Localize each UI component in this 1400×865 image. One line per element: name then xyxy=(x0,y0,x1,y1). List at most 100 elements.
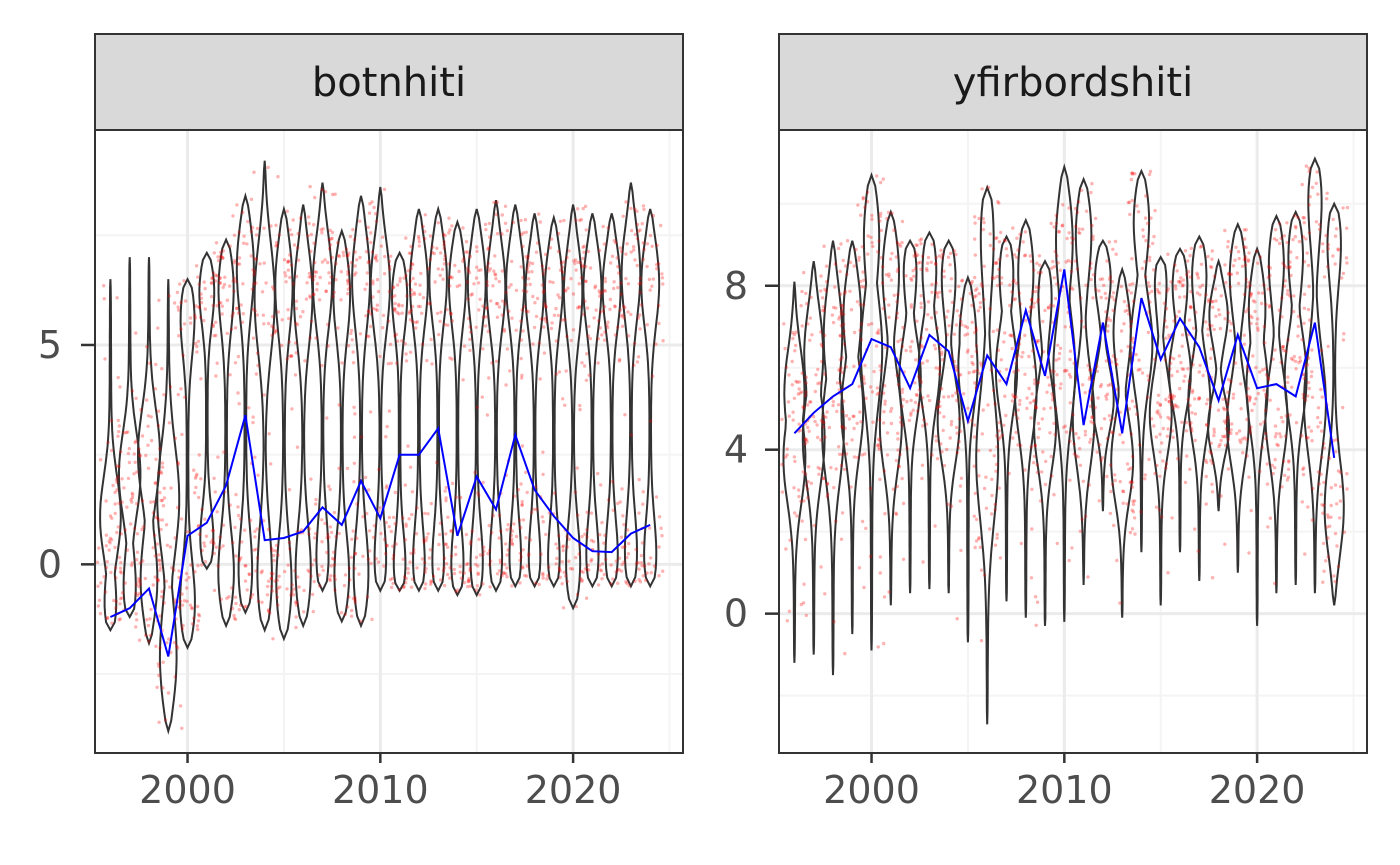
data-point xyxy=(649,419,653,423)
data-point xyxy=(1106,383,1111,388)
data-point xyxy=(408,560,412,564)
data-point xyxy=(164,523,169,527)
data-point xyxy=(374,253,378,258)
data-point xyxy=(332,574,337,578)
data-point xyxy=(795,514,799,518)
data-point xyxy=(181,623,185,628)
data-point xyxy=(816,435,820,440)
data-point xyxy=(932,343,937,348)
data-point xyxy=(842,329,846,333)
data-point xyxy=(1172,357,1176,361)
data-point xyxy=(1069,269,1074,274)
data-point xyxy=(286,260,290,264)
data-point xyxy=(530,261,535,266)
data-point xyxy=(838,269,842,274)
data-point xyxy=(974,294,978,298)
data-point xyxy=(1038,499,1043,503)
data-point xyxy=(1302,321,1306,325)
data-point xyxy=(392,553,396,557)
data-point xyxy=(1188,305,1193,310)
data-point xyxy=(1336,564,1341,569)
data-point xyxy=(408,318,413,322)
data-point xyxy=(438,578,443,582)
data-point xyxy=(1164,466,1168,470)
data-point xyxy=(541,472,545,477)
data-point xyxy=(907,418,912,423)
data-point xyxy=(285,357,289,361)
data-point xyxy=(407,251,412,255)
data-point xyxy=(1302,466,1306,470)
data-point xyxy=(638,327,642,331)
data-point xyxy=(995,328,1000,332)
data-point xyxy=(1140,371,1145,375)
data-point xyxy=(450,357,454,361)
data-point xyxy=(810,333,814,337)
data-point xyxy=(1248,431,1253,435)
data-point xyxy=(786,400,791,404)
data-point xyxy=(561,606,566,610)
data-point xyxy=(914,251,918,255)
data-point xyxy=(1141,234,1146,239)
data-point xyxy=(524,289,529,294)
data-point xyxy=(452,567,456,572)
data-point xyxy=(1004,367,1009,372)
data-point xyxy=(503,221,508,225)
data-point xyxy=(594,308,598,312)
data-point xyxy=(1180,333,1185,337)
data-point xyxy=(600,577,604,581)
data-point xyxy=(380,235,385,239)
data-point xyxy=(1144,194,1148,198)
data-point xyxy=(959,297,964,301)
data-point xyxy=(1076,455,1080,459)
data-point xyxy=(1044,459,1048,464)
data-point xyxy=(993,502,997,507)
data-point xyxy=(611,577,615,581)
data-point xyxy=(1322,446,1327,450)
data-point xyxy=(1073,206,1078,211)
data-point xyxy=(287,488,292,492)
data-point xyxy=(1329,515,1333,519)
data-point xyxy=(919,237,924,241)
data-point xyxy=(1316,192,1320,196)
data-point xyxy=(1200,283,1205,287)
data-point xyxy=(876,331,881,335)
data-point xyxy=(1131,502,1136,507)
data-point xyxy=(821,476,826,480)
data-point xyxy=(237,256,242,260)
data-point xyxy=(896,383,901,387)
data-point xyxy=(274,244,278,248)
data-point xyxy=(1300,500,1305,504)
data-point xyxy=(617,556,622,560)
data-point xyxy=(879,180,883,185)
data-point xyxy=(161,504,166,508)
data-point xyxy=(1036,380,1041,385)
data-point xyxy=(1304,237,1308,241)
data-point xyxy=(852,330,857,335)
data-point xyxy=(1030,527,1034,531)
data-point xyxy=(97,598,102,602)
data-point xyxy=(439,310,443,314)
data-point xyxy=(154,515,158,519)
data-point xyxy=(350,338,354,342)
data-point xyxy=(346,287,350,291)
data-point xyxy=(178,704,183,708)
data-point xyxy=(157,559,162,563)
data-point xyxy=(391,557,395,561)
data-point xyxy=(597,564,602,568)
data-point xyxy=(818,467,822,471)
data-point xyxy=(579,276,584,280)
data-point xyxy=(1239,407,1243,411)
data-point xyxy=(178,282,182,286)
data-point xyxy=(423,560,427,565)
data-point xyxy=(296,231,300,236)
data-point xyxy=(504,572,508,576)
data-point xyxy=(442,240,446,244)
data-point xyxy=(988,527,992,531)
data-point xyxy=(151,511,156,515)
data-point xyxy=(640,221,644,226)
data-point xyxy=(351,361,356,365)
data-point xyxy=(371,306,375,311)
data-point xyxy=(915,243,919,247)
data-point xyxy=(1266,375,1270,380)
data-point xyxy=(585,306,590,310)
